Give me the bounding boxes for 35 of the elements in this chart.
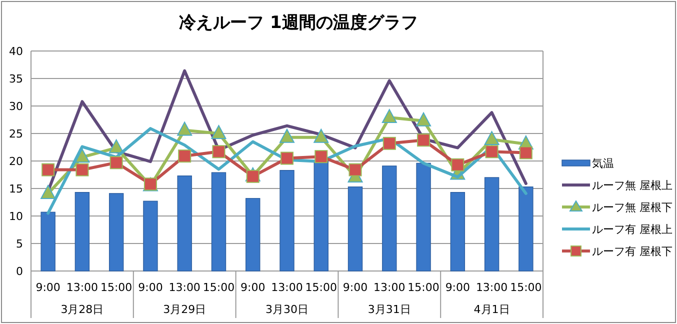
legend-label: ルーフ有 屋根上 — [592, 223, 672, 236]
x-tick-label: 9:00 — [342, 281, 368, 294]
x-tick-label: 13:00 — [168, 281, 200, 294]
legend-label: 気温 — [592, 157, 614, 170]
chart-title: 冷えルーフ 1週間の温度グラフ — [179, 13, 418, 33]
y-tick-label: 35 — [9, 72, 23, 86]
x-tick-label: 15:00 — [100, 281, 132, 294]
x-tick-label: 15:00 — [202, 281, 235, 294]
x-tick-label: 9:00 — [36, 281, 60, 294]
y-tick-label: 40 — [9, 45, 23, 58]
x-tick-label: 13:00 — [66, 281, 98, 294]
x-tick-label: 9:00 — [240, 281, 266, 294]
text: 3月31日 — [368, 303, 411, 316]
y-tick-label: 30 — [9, 100, 23, 113]
y-tick-label: 25 — [9, 128, 23, 140]
y-tick-label: 15 — [9, 182, 23, 196]
legend-label: ルーフ有 屋根下 — [592, 245, 672, 258]
legend-label: ルーフ無 屋根下 — [592, 201, 672, 214]
legend-label: ルーフ無 屋根上 — [592, 179, 672, 192]
text: 3月28日 — [60, 303, 104, 316]
x-tick-label: 13:00 — [374, 281, 406, 294]
x-tick-label: 13:00 — [476, 281, 508, 294]
y-tick-label: 20 — [9, 155, 23, 168]
x-tick-label: 15:00 — [305, 281, 337, 294]
text: 3月30日 — [266, 303, 308, 316]
x-tick-label: 13:00 — [271, 281, 303, 294]
y-tick-label: 5 — [16, 238, 23, 250]
y-tick-label: 0 — [16, 265, 23, 278]
x-tick-label: 9:00 — [445, 281, 470, 294]
text: 3月29日 — [163, 303, 206, 316]
x-tick-label: 15:00 — [408, 281, 440, 294]
y-tick-label: 10 — [9, 210, 23, 223]
x-tick-label: 9:00 — [138, 281, 163, 294]
x-tick-label: 15:00 — [510, 281, 542, 294]
text: 4月1日 — [474, 303, 510, 316]
